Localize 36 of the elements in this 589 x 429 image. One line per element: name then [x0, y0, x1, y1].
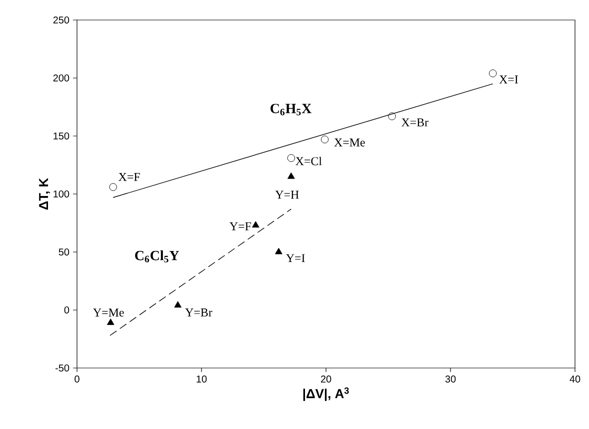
- annotation: Y=F: [230, 222, 252, 230]
- x-tick-label: 10: [196, 376, 207, 383]
- x-tick-label: 0: [74, 376, 80, 383]
- x-axis-title: |ΔV|, A$^{3}$: [303, 387, 349, 401]
- series-label: C$_{6}$H$_{5}$X: [270, 104, 312, 116]
- annotation: X=F: [118, 173, 140, 181]
- y-tick-label: 150: [54, 132, 70, 140]
- point: [252, 221, 260, 228]
- point: [275, 248, 282, 254]
- y-tick-label: 200: [53, 74, 70, 82]
- point: [488, 70, 497, 78]
- annotation: Y=Me: [93, 308, 124, 317]
- annotation: X=Me: [334, 138, 365, 146]
- y-tick-label: 50: [58, 248, 70, 256]
- annotation: X=Cl: [296, 156, 322, 166]
- annotation: X=I: [499, 76, 518, 84]
- point: [388, 112, 396, 120]
- y-tick-label: 0: [64, 306, 70, 314]
- point: [287, 154, 295, 162]
- point: [287, 172, 295, 179]
- y-tick-label: -50: [56, 364, 70, 372]
- annotation: Y=H: [275, 190, 299, 199]
- annotation: X=Br: [401, 118, 428, 126]
- y-tick-label: 250: [53, 16, 70, 24]
- x-tick-label: 30: [445, 376, 456, 383]
- x-tick-label: 20: [320, 376, 332, 383]
- y-axis-title: ΔT, K: [39, 178, 50, 210]
- y-tick-label: 100: [54, 190, 70, 198]
- point: [320, 136, 329, 144]
- point: [106, 318, 114, 325]
- annotation: Y=I: [286, 254, 305, 262]
- x-tick-label: 40: [570, 376, 580, 383]
- point: [109, 183, 117, 191]
- point: [174, 301, 182, 308]
- annotation: Y=Br: [185, 308, 212, 316]
- text: C$_{6}$Cl$_{5}$Y: [135, 250, 180, 262]
